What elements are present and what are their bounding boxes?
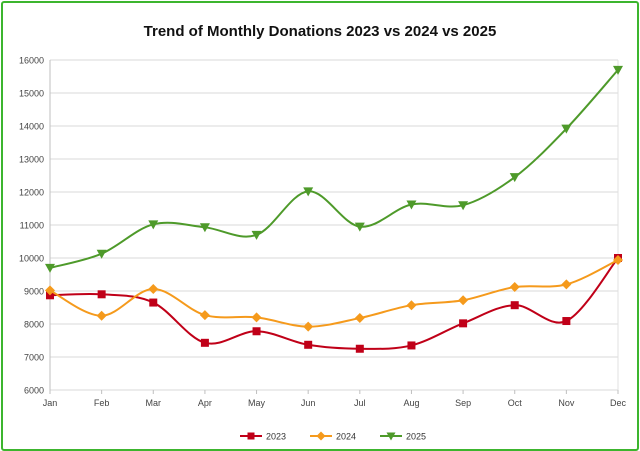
square-marker — [252, 327, 261, 336]
x-tick-label: Mar — [146, 398, 162, 408]
y-tick-label: 16000 — [19, 56, 44, 66]
legend-item-2024: 2024 — [310, 431, 356, 442]
series-2025 — [45, 65, 623, 273]
series-line-2024 — [49, 259, 619, 328]
square-marker — [459, 319, 468, 328]
y-tick-label: 6000 — [24, 386, 44, 396]
diamond-marker — [561, 279, 572, 290]
diamond-marker — [199, 310, 210, 321]
diamond-marker — [148, 284, 159, 295]
diamond-marker — [251, 312, 262, 323]
y-tick-label: 14000 — [19, 122, 44, 132]
square-marker — [510, 301, 519, 310]
triangle-marker — [148, 220, 159, 230]
legend-label: 2024 — [336, 432, 356, 442]
y-tick-label: 15000 — [19, 89, 44, 99]
triangle-marker — [354, 222, 365, 232]
diamond-marker — [96, 310, 107, 321]
x-tick-label: Jan — [43, 398, 58, 408]
square-marker — [304, 340, 313, 349]
diamond-marker — [354, 313, 365, 324]
triangle-marker — [509, 173, 520, 183]
y-tick-label: 10000 — [19, 254, 44, 264]
legend-label: 2025 — [406, 432, 426, 442]
triangle-marker — [96, 249, 107, 259]
y-tick-label: 12000 — [19, 188, 44, 198]
legend-label: 2023 — [266, 432, 286, 442]
triangle-marker — [406, 200, 417, 210]
diamond-marker — [458, 295, 469, 306]
diamond-marker — [509, 282, 520, 293]
triangle-marker — [561, 124, 572, 134]
triangle-marker — [45, 263, 55, 273]
x-tick-label: Jul — [354, 398, 366, 408]
legend-item-2023: 2023 — [240, 432, 286, 442]
y-tick-label: 11000 — [20, 221, 44, 231]
y-tick-label: 13000 — [19, 155, 44, 165]
diamond-marker — [316, 431, 326, 441]
x-tick-label: Dec — [610, 398, 627, 408]
series-line-2023 — [49, 257, 619, 350]
y-tick-label: 9000 — [24, 287, 44, 297]
legend-item-2025: 2025 — [380, 432, 426, 442]
square-marker — [97, 290, 106, 299]
square-marker — [407, 341, 416, 350]
diamond-marker — [613, 254, 623, 265]
square-marker — [247, 432, 255, 440]
x-tick-label: Apr — [198, 398, 212, 408]
triangle-marker — [199, 223, 210, 233]
square-marker — [562, 317, 571, 326]
x-tick-label: Feb — [94, 398, 110, 408]
series-2023 — [46, 254, 622, 353]
chart-title: Trend of Monthly Donations 2023 vs 2024 … — [144, 23, 497, 40]
x-tick-label: Sep — [455, 398, 471, 408]
x-tick-label: Jun — [301, 398, 316, 408]
diamond-marker — [45, 285, 55, 296]
triangle-marker — [458, 201, 469, 211]
diamond-marker — [406, 300, 417, 311]
x-tick-label: May — [248, 398, 266, 408]
triangle-marker — [613, 65, 623, 75]
x-tick-label: Oct — [508, 398, 523, 408]
x-tick-label: Nov — [558, 398, 575, 408]
square-marker — [355, 344, 364, 353]
triangle-marker — [386, 432, 396, 441]
triangle-marker — [251, 230, 262, 240]
series-2024 — [45, 254, 623, 332]
square-marker — [149, 298, 158, 307]
diamond-marker — [303, 321, 314, 332]
series-line-2025 — [49, 69, 619, 269]
x-tick-label: Aug — [403, 398, 419, 408]
square-marker — [200, 338, 209, 347]
y-tick-label: 8000 — [24, 320, 44, 330]
triangle-marker — [303, 187, 314, 197]
y-tick-label: 7000 — [24, 353, 44, 363]
